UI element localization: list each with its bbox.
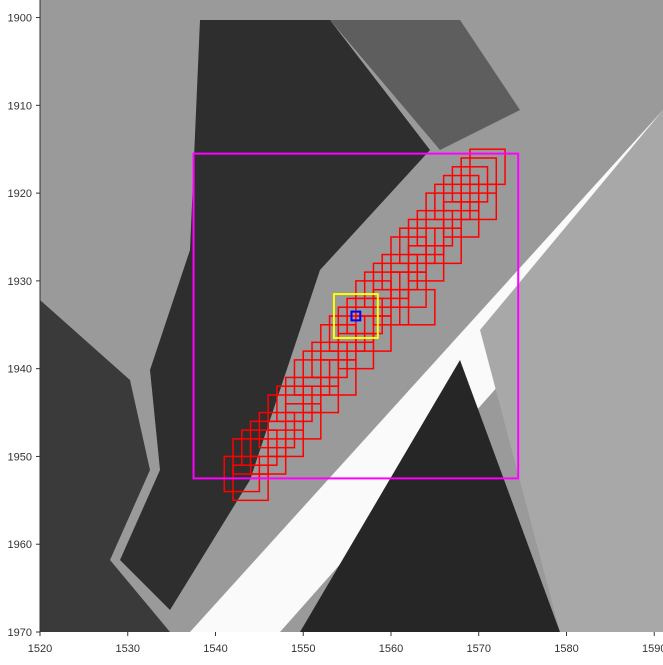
y-tick-label: 1970 — [8, 627, 32, 639]
x-tick-label: 1550 — [291, 643, 315, 655]
y-tick-label: 1930 — [8, 276, 32, 288]
x-tick-label: 1560 — [379, 643, 403, 655]
search-box — [192, 152, 520, 480]
image-background — [40, 0, 663, 632]
red-box — [460, 157, 498, 194]
x-tick-label: 1590 — [642, 643, 663, 655]
y-tick-label: 1910 — [8, 100, 32, 112]
y-tick-label: 1950 — [8, 451, 32, 463]
red-box — [460, 183, 498, 221]
y-tick-label: 1900 — [8, 13, 32, 25]
red-box — [399, 288, 436, 326]
x-tick-label: 1540 — [203, 643, 227, 655]
window-box — [332, 293, 379, 339]
x-tick-label: 1530 — [116, 643, 140, 655]
y-tick-label: 1920 — [8, 188, 32, 200]
x-tick-label: 1570 — [466, 643, 490, 655]
center-box — [350, 310, 362, 322]
y-tick-label: 1960 — [8, 539, 32, 551]
x-tick-label: 1580 — [554, 643, 578, 655]
x-tick-label: 1520 — [28, 643, 52, 655]
y-tick-label: 1940 — [8, 364, 32, 376]
